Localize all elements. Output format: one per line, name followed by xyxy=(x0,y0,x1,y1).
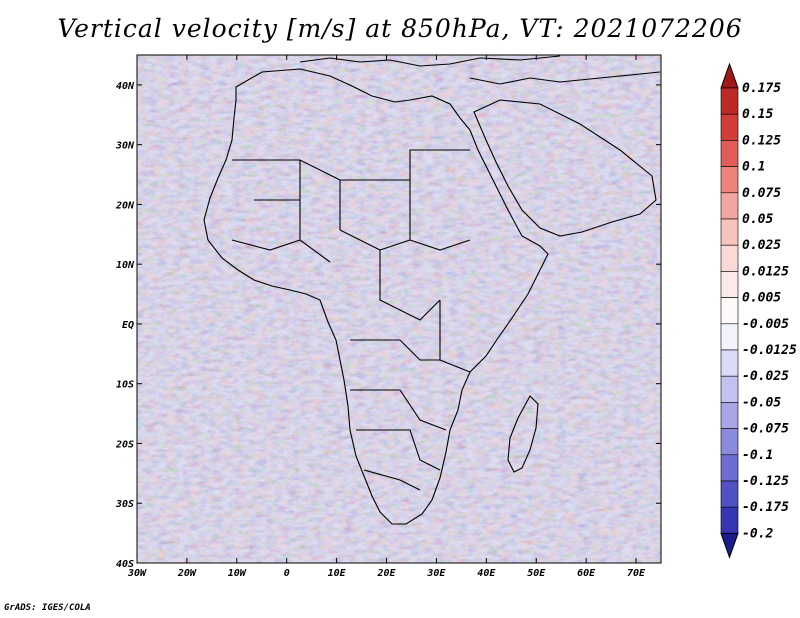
lat-tick-label: 30S xyxy=(115,499,134,510)
lon-tick-label: 70E xyxy=(627,568,646,579)
lon-tick-label: 40E xyxy=(477,568,496,579)
lon-tick-label: 10W xyxy=(228,568,247,579)
colorbar-label: -0.0125 xyxy=(742,343,797,358)
colorbar-top-arrow xyxy=(720,62,739,89)
latitude-ticks: 40N 30N 20N 10N EQ 10S 20S 30S 40S xyxy=(115,81,661,570)
colorbar-swatch xyxy=(720,349,739,377)
colorbar-label: -0.1 xyxy=(742,448,773,463)
lon-tick-label: 30W xyxy=(127,568,147,579)
colorbar-swatch xyxy=(720,192,739,220)
colorbar-swatch xyxy=(720,375,739,403)
colorbar-label: 0.025 xyxy=(742,238,781,253)
colorbar-label: -0.175 xyxy=(742,500,789,515)
lat-tick-label: 10N xyxy=(116,260,135,271)
lon-tick-label: 0 xyxy=(284,568,290,579)
lat-tick-label: 10S xyxy=(116,380,134,391)
coastlines-and-borders xyxy=(203,55,661,525)
colorbar-swatch xyxy=(720,454,739,482)
colorbar-label: 0.075 xyxy=(742,186,781,201)
colorbar-label: -0.025 xyxy=(742,369,789,384)
lon-tick-label: 30E xyxy=(426,568,446,579)
colorbar-swatch xyxy=(720,244,739,272)
lon-tick-label: 20E xyxy=(376,568,396,579)
lat-tick-label: 20S xyxy=(115,439,134,450)
colorbar-label: -0.125 xyxy=(742,474,789,489)
lat-tick-label: EQ xyxy=(122,320,134,331)
longitude-ticks: 30W 20W 10W 0 10E 20E 30E 40E 50E 60E 70E xyxy=(127,55,646,579)
colorbar-swatch xyxy=(720,506,739,534)
colorbar-swatch xyxy=(720,166,739,194)
colorbar-label: -0.05 xyxy=(742,395,781,410)
colorbar-label: -0.2 xyxy=(742,526,773,541)
lat-tick-label: 20N xyxy=(115,200,135,211)
colorbar-label: 0.05 xyxy=(742,212,773,227)
colorbar-label: -0.075 xyxy=(742,422,789,437)
map-frame xyxy=(136,54,662,564)
lon-tick-label: 50E xyxy=(527,568,546,579)
lon-tick-label: 10E xyxy=(328,568,347,579)
colorbar-swatch xyxy=(720,218,739,246)
colorbar-swatch xyxy=(720,323,739,351)
colorbar-swatch xyxy=(720,140,739,167)
colorbar-label: 0.0125 xyxy=(742,264,789,279)
map-title: Vertical velocity [m/s] at 850hPa, VT: 2… xyxy=(57,14,743,43)
colorbar-label: -0.005 xyxy=(742,317,789,332)
lat-tick-label: 40S xyxy=(116,559,134,570)
colorbar-label: 0.125 xyxy=(742,133,781,148)
colorbar-label: 0.1 xyxy=(742,160,765,175)
lon-tick-label: 60E xyxy=(577,568,596,579)
lat-tick-label: 40N xyxy=(116,81,135,92)
lon-tick-label: 20W xyxy=(177,568,197,579)
colorbar-swatch xyxy=(720,87,739,115)
colorbar-label: 0.15 xyxy=(742,107,773,122)
colorbar-swatch xyxy=(720,402,739,429)
lat-tick-label: 30N xyxy=(115,141,135,152)
colorbar-label: 0.005 xyxy=(742,291,781,306)
footer-credit: GrADS: IGES/COLA xyxy=(4,603,91,613)
colorbar-swatch xyxy=(720,113,739,141)
colorbar-swatch xyxy=(720,480,739,508)
colorbar-swatch xyxy=(720,271,739,298)
colorbar-swatch xyxy=(720,428,739,456)
colorbar-label: 0.175 xyxy=(742,81,781,96)
colorbar: 0.175 0.15 0.125 0.1 0.075 0.05 0.025 0.0125 0.0… xyxy=(720,62,797,559)
colorbar-swatch xyxy=(720,297,739,325)
colorbar-bottom-arrow xyxy=(720,532,739,559)
